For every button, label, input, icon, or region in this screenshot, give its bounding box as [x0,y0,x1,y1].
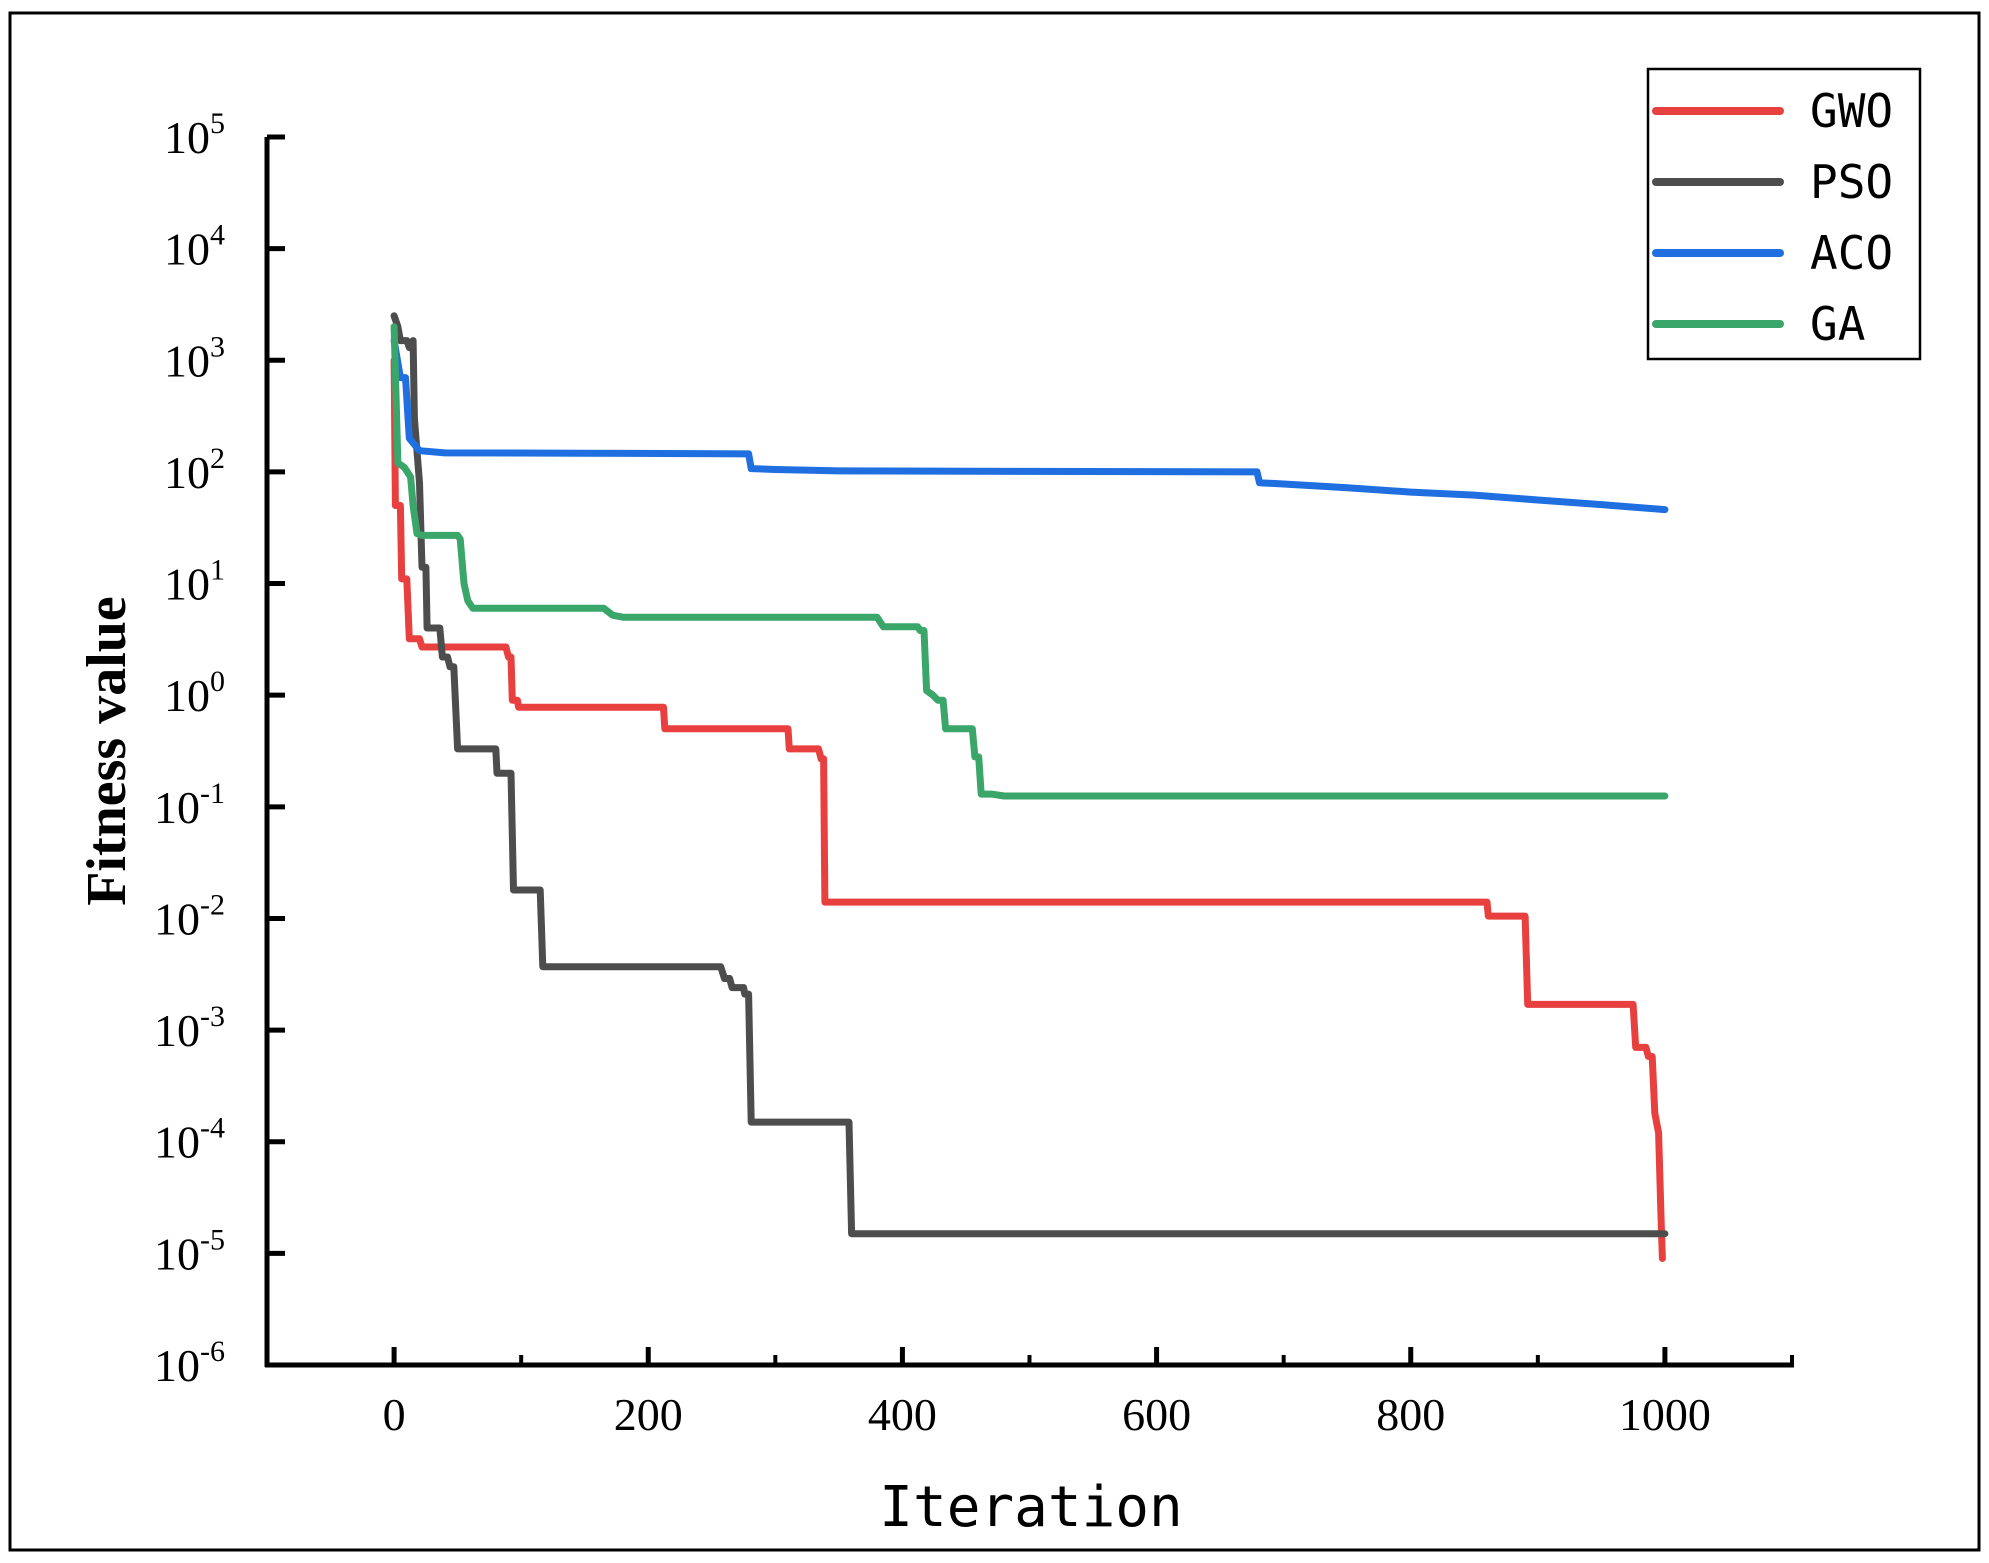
y-tick-exponent: -1 [200,777,225,810]
y-tick-label: 10-4 [154,1112,225,1168]
y-tick-exponent: 1 [210,554,225,587]
y-tick-base: 10 [164,335,210,386]
y-tick-label: 101 [164,554,225,610]
x-tick-label: 200 [614,1389,683,1440]
y-tick-label: 10-5 [154,1223,225,1279]
y-tick-base: 10 [154,782,200,833]
legend-label-gwo: GWO [1810,84,1893,138]
series-line-aco [390,337,1669,514]
y-tick-exponent: 3 [210,330,225,363]
y-tick-exponent: -6 [200,1335,225,1368]
y-tick-base: 10 [164,112,210,163]
y-tick-base: 10 [164,559,210,610]
y-tick-label: 10-3 [154,1000,225,1056]
y-tick-label: 100 [164,665,225,721]
y-tick-exponent: -3 [200,1000,225,1033]
x-tick-label: 1000 [1619,1389,1711,1440]
x-tick-label: 800 [1376,1389,1445,1440]
y-tick-exponent: -2 [200,888,225,921]
y-tick-exponent: -4 [200,1112,225,1145]
y-tick-label: 105 [164,107,225,163]
y-tick-base: 10 [164,224,210,275]
y-tick-exponent: -5 [200,1223,225,1256]
x-tick-label: 600 [1122,1389,1191,1440]
x-axis-title: Iteration [879,1475,1182,1540]
legend-label-aco: ACO [1810,226,1893,280]
y-tick-exponent: 2 [210,442,225,475]
y-tick-label: 10-1 [154,777,225,833]
y-tick-label: 10-2 [154,888,225,944]
series-line-ga [390,323,1669,800]
series-line-gwo [390,356,1666,1262]
y-tick-base: 10 [154,1228,200,1279]
series-layer [390,312,1669,1262]
y-tick-exponent: 5 [210,107,225,140]
legend-label-ga: GA [1810,297,1865,351]
y-tick-base: 10 [154,1005,200,1056]
x-tick-label: 400 [868,1389,937,1440]
x-axis-ticks: 0 200 400 600 800 1000 [265,1347,1794,1440]
y-tick-label: 102 [164,442,225,498]
y-axis-ticks: 10-610-510-410-310-210-11001011021031041… [154,107,285,1391]
legend-box [1646,67,1922,361]
legend: GWO PSO ACO GA [1646,67,1922,361]
y-tick-base: 10 [154,1340,200,1391]
y-tick-base: 10 [164,670,210,721]
series-line-pso [390,312,1669,1238]
y-tick-exponent: 4 [210,219,225,252]
y-tick-label: 10-6 [154,1335,225,1391]
legend-label-pso: PSO [1810,155,1893,209]
y-tick-base: 10 [154,893,200,944]
y-tick-exponent: 0 [210,665,225,698]
y-tick-label: 104 [164,219,225,275]
y-tick-base: 10 [154,1117,200,1168]
x-tick-label: 0 [383,1389,406,1440]
y-tick-label: 103 [164,330,225,386]
y-axis-title: Fitness value [76,596,138,906]
y-tick-base: 10 [164,447,210,498]
